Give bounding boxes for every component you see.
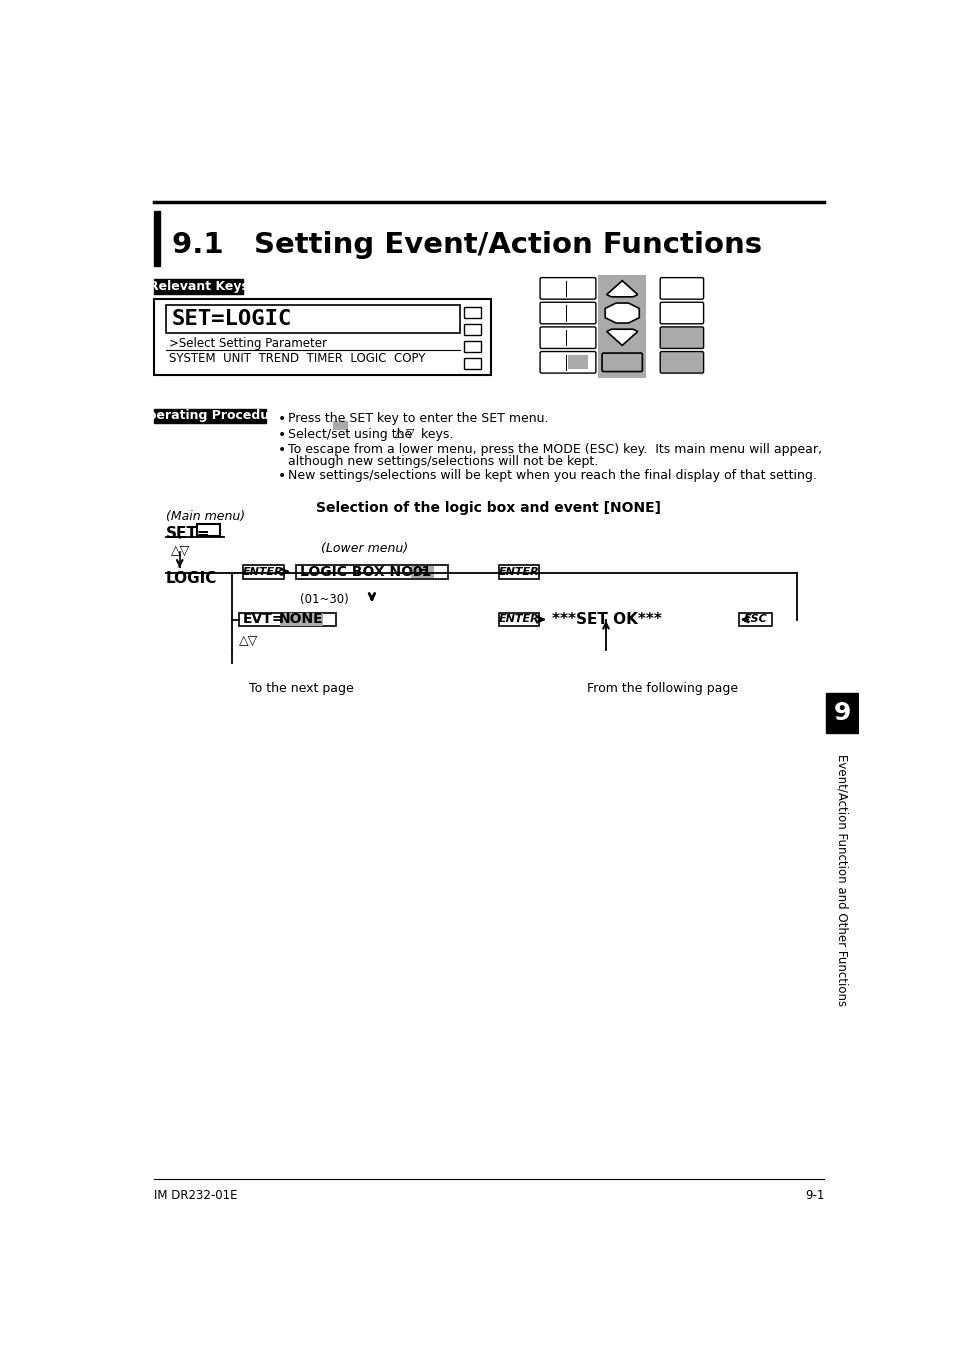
FancyBboxPatch shape (539, 303, 596, 324)
FancyBboxPatch shape (539, 327, 596, 349)
Bar (239, 612, 335, 627)
Bar (464, 358, 480, 369)
Text: EVT=: EVT= (243, 612, 284, 627)
Text: Selection of the logic box and event [NONE]: Selection of the logic box and event [NO… (316, 501, 660, 515)
Text: IM DR232-01E: IM DR232-01E (154, 1189, 237, 1202)
Text: NONE: NONE (279, 612, 323, 627)
Bar (598, 276, 645, 378)
Text: (Main menu): (Main menu) (166, 511, 245, 523)
Text: SYSTEM  UNIT  TREND  TIMER  LOGIC  COPY: SYSTEM UNIT TREND TIMER LOGIC COPY (169, 353, 425, 365)
Text: •: • (278, 428, 286, 442)
Text: △: △ (395, 428, 403, 438)
Bar (825, 693, 858, 734)
Bar (154, 408, 266, 423)
Text: Press the SET key to enter the SET menu.: Press the SET key to enter the SET menu. (288, 412, 548, 426)
Text: ***SET OK***: ***SET OK*** (551, 612, 660, 627)
Text: >Select Setting Parameter: >Select Setting Parameter (169, 338, 327, 350)
Bar (154, 211, 159, 266)
Text: ENTER: ENTER (498, 615, 539, 624)
Bar (739, 612, 771, 627)
Text: Event/Action Function and Other Functions: Event/Action Function and Other Function… (835, 754, 848, 1006)
Text: ENTER: ENTER (498, 567, 539, 577)
FancyBboxPatch shape (659, 277, 703, 299)
Bar (333, 422, 347, 430)
FancyBboxPatch shape (539, 351, 596, 373)
Text: LOGIC BOX NO.=: LOGIC BOX NO.= (299, 565, 429, 578)
Text: To the next page: To the next page (249, 682, 354, 694)
Bar (295, 565, 447, 578)
Text: New settings/selections will be kept when you reach the final display of that se: New settings/selections will be kept whe… (288, 469, 816, 482)
Text: ▽: ▽ (406, 428, 414, 438)
Text: Relevant Keys: Relevant Keys (149, 280, 249, 293)
Bar (464, 340, 480, 353)
FancyBboxPatch shape (659, 351, 703, 373)
Text: (01~30): (01~30) (299, 593, 348, 605)
Polygon shape (606, 281, 637, 297)
Text: 01: 01 (412, 565, 432, 578)
Text: SET=: SET= (166, 526, 211, 540)
Bar (154, 280, 243, 293)
Text: ENTER: ENTER (243, 567, 283, 577)
FancyBboxPatch shape (659, 303, 703, 324)
Text: •: • (278, 412, 286, 427)
Text: △▽: △▽ (171, 543, 191, 557)
Text: keys.: keys. (416, 428, 453, 440)
Bar (498, 565, 538, 578)
Text: From the following page: From the following page (586, 682, 737, 694)
Polygon shape (606, 330, 637, 346)
FancyBboxPatch shape (539, 277, 596, 299)
Text: •: • (278, 443, 286, 457)
Text: SET=LOGIC: SET=LOGIC (172, 309, 292, 330)
Text: To escape from a lower menu, press the MODE (ESC) key.  Its main menu will appea: To escape from a lower menu, press the M… (288, 443, 821, 457)
Bar (166, 305, 459, 334)
Bar (464, 307, 480, 319)
Text: △▽: △▽ (239, 634, 258, 647)
Text: LOGIC: LOGIC (166, 571, 217, 586)
Text: 9-1: 9-1 (804, 1189, 823, 1202)
Text: 9: 9 (833, 701, 850, 725)
Text: using the: using the (350, 428, 416, 440)
Text: Select/set: Select/set (288, 428, 355, 440)
Bar (567, 355, 587, 369)
Text: 9.1   Setting Event/Action Functions: 9.1 Setting Event/Action Functions (172, 231, 761, 259)
Polygon shape (604, 303, 639, 323)
FancyBboxPatch shape (659, 327, 703, 349)
Bar (154, 299, 491, 374)
Text: ESC: ESC (743, 615, 766, 624)
FancyBboxPatch shape (601, 353, 641, 372)
Bar (280, 613, 323, 626)
Bar (464, 324, 480, 335)
Bar (196, 524, 220, 536)
Bar (410, 566, 434, 578)
Text: (Lower menu): (Lower menu) (320, 542, 408, 555)
Text: •: • (278, 469, 286, 484)
Text: Operating Procedure: Operating Procedure (137, 409, 283, 423)
Bar (243, 565, 283, 578)
Text: although new settings/selections will not be kept.: although new settings/selections will no… (288, 455, 598, 469)
Bar (498, 612, 538, 627)
